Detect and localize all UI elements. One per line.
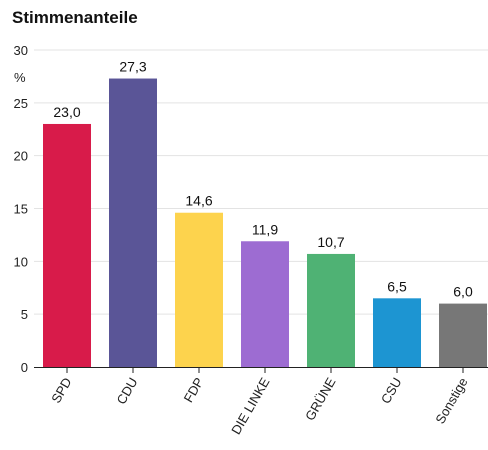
x-axis-ticks: SPD CDU FDP DIE LINKE GRÜNE CSU Sonstige [48,367,471,437]
data-label: 6,0 [453,284,473,300]
data-label: 27,3 [119,59,146,75]
y-tick-label: 10 [14,254,28,269]
bar [43,123,91,367]
y-tick-label: 25 [14,96,28,111]
data-label: 14,6 [185,193,212,209]
x-tick-label: DIE LINKE [228,375,273,437]
y-tick-label: 5 [21,307,28,322]
y-tick-label: 0 [21,360,28,375]
bar [241,241,289,367]
x-tick-label: Sonstige [432,375,470,426]
data-label: 6,5 [387,278,407,294]
bars [43,78,487,367]
bar [109,78,157,367]
bar [175,212,223,367]
y-axis-ticks: 0 5 10 15 20 25 30 [14,43,28,375]
x-tick-label: CDU [114,375,141,407]
y-tick-label: 30 [14,43,28,58]
x-tick-label: SPD [48,375,74,406]
x-tick-label: FDP [181,375,207,405]
bar [439,303,487,367]
data-label: 23,0 [53,104,80,120]
y-tick-label: 15 [14,202,28,217]
data-label: 11,9 [252,221,278,237]
bar [373,298,421,367]
y-axis-unit-label: % [14,70,26,85]
x-tick-label: CSU [378,375,405,406]
x-tick-label: GRÜNE [302,375,339,423]
data-label: 10,7 [317,234,344,250]
y-tick-label: 20 [14,149,28,164]
data-labels: 23,0 27,3 14,6 11,9 10,7 6,5 6,0 [53,59,473,300]
chart-title: Stimmenanteile [12,8,138,27]
bar [307,253,355,367]
